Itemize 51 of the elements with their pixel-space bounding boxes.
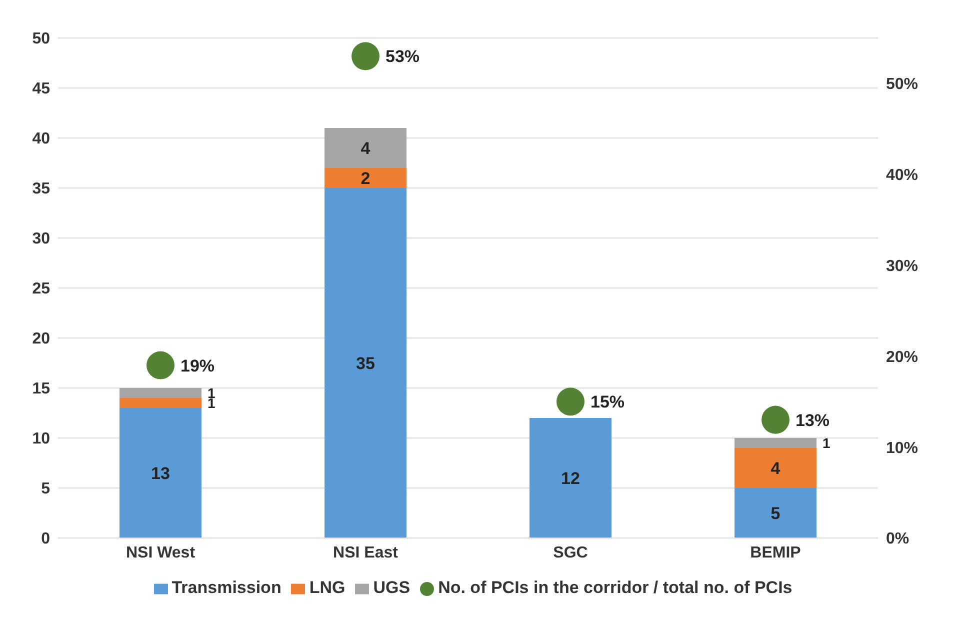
point	[146, 351, 175, 380]
data-label: 19%	[180, 356, 215, 376]
data-label: 4	[360, 139, 371, 158]
x-tick-label: NSI West	[126, 544, 196, 562]
y2-tick-label: 50%	[886, 76, 918, 94]
data-label: 2	[360, 169, 370, 188]
bar	[734, 488, 816, 538]
y2-tick-label: 20%	[886, 348, 918, 366]
bar	[530, 418, 612, 538]
x-tick-label: SGC	[553, 544, 588, 562]
y2-tick-label: 30%	[886, 258, 918, 275]
data-label: 15%	[590, 392, 625, 412]
data-label: 13%	[796, 410, 830, 430]
data-label: 53%	[386, 47, 420, 66]
bar	[120, 398, 202, 408]
bar	[324, 188, 406, 538]
legend-label: UGS	[373, 578, 410, 597]
bar	[734, 448, 816, 488]
data-label: 13	[151, 464, 170, 483]
y2-tick-label: 10%	[886, 440, 918, 457]
y-tick-label: 40	[32, 130, 50, 148]
legend-label: No. of PCIs in the corridor / total no. of PCIs	[438, 578, 792, 597]
bar	[120, 408, 202, 538]
data-label: 5	[770, 504, 780, 523]
y-tick-label: 30	[32, 230, 50, 248]
bar	[324, 128, 406, 168]
data-label: 12	[561, 469, 580, 488]
legend-label: LNG	[309, 578, 346, 597]
y2-tick-label: 40%	[886, 167, 918, 184]
data-label: 1	[822, 435, 830, 451]
bar	[734, 438, 816, 448]
point	[351, 42, 380, 70]
y2-tick-label: 0%	[886, 530, 910, 548]
data-label: 4	[770, 459, 781, 478]
y-tick-label: 45	[32, 80, 50, 98]
point	[761, 406, 790, 434]
legend-label: Transmission	[172, 578, 282, 597]
x-tick-label: NSI East	[333, 544, 399, 562]
y-tick-label: 10	[32, 430, 50, 448]
data-label: 35	[356, 354, 375, 373]
bar	[120, 388, 202, 398]
y-tick-label: 20	[32, 330, 50, 348]
y-tick-label: 15	[32, 380, 50, 398]
y-tick-label: 35	[32, 180, 50, 198]
y-tick-label: 25	[32, 280, 50, 298]
y-tick-label: 50	[32, 30, 50, 48]
bar	[324, 168, 406, 188]
point	[556, 388, 585, 416]
y-tick-label: 0	[41, 530, 50, 548]
y-tick-label: 5	[41, 480, 50, 498]
x-tick-label: BEMIP	[750, 544, 802, 562]
